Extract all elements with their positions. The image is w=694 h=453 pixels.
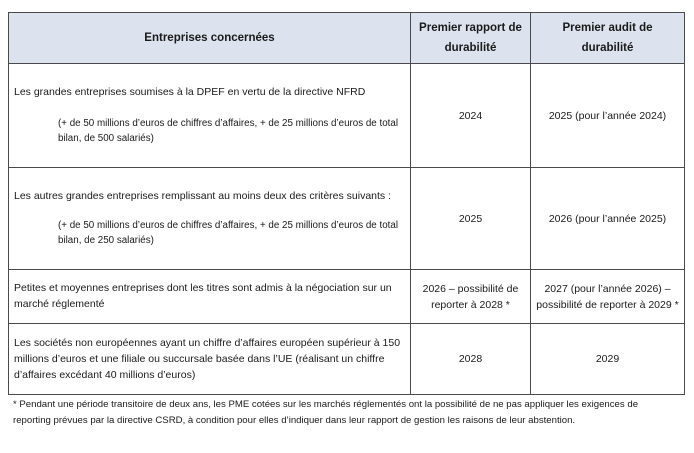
row-audit: 2025 (pour l’année 2024) <box>530 63 685 168</box>
table-row: Les autres grandes entreprises remplissa… <box>8 167 685 270</box>
row-description: Petites et moyennes entreprises dont les… <box>14 282 392 310</box>
table-row: Les sociétés non européennes ayant un ch… <box>8 323 685 395</box>
row-rapport: 2024 <box>410 63 531 168</box>
row-audit: 2026 (pour l’année 2025) <box>530 167 685 270</box>
row-audit: 2029 <box>530 323 685 395</box>
table-row: Petites et moyennes entreprises dont les… <box>8 269 685 324</box>
row-detail: (+ de 50 millions d’euros de chiffres d’… <box>58 220 398 246</box>
row-detail: (+ de 50 millions d’euros de chiffres d’… <box>58 118 398 144</box>
table-row: Les grandes entreprises soumises à la DP… <box>8 63 685 168</box>
row-description-cell: Les autres grandes entreprises remplissa… <box>8 167 411 270</box>
table-header-row: Entreprises concernées Premier rapport d… <box>8 12 685 64</box>
header-entreprises: Entreprises concernées <box>8 12 411 64</box>
row-rapport: 2025 <box>410 167 531 270</box>
row-rapport: 2028 <box>410 323 531 395</box>
row-description-cell: Les sociétés non européennes ayant un ch… <box>8 323 411 395</box>
row-description: Les sociétés non européennes ayant un ch… <box>14 336 401 381</box>
header-premier-rapport: Premier rapport de durabilité <box>410 12 531 64</box>
row-description: Les autres grandes entreprises remplissa… <box>14 190 392 202</box>
row-description: Les grandes entreprises soumises à la DP… <box>14 86 366 98</box>
row-audit: 2027 (pour l’année 2026) – possibilité d… <box>530 269 685 324</box>
row-description-cell: Petites et moyennes entreprises dont les… <box>8 269 411 324</box>
row-description-cell: Les grandes entreprises soumises à la DP… <box>8 63 411 168</box>
footnote: * Pendant une période transitoire de deu… <box>13 399 639 426</box>
row-rapport: 2026 – possibilité de reporter à 2028 * <box>410 269 531 324</box>
csrd-timeline-table: Entreprises concernées Premier rapport d… <box>8 12 685 395</box>
header-premier-audit: Premier audit de durabilité <box>530 12 685 64</box>
